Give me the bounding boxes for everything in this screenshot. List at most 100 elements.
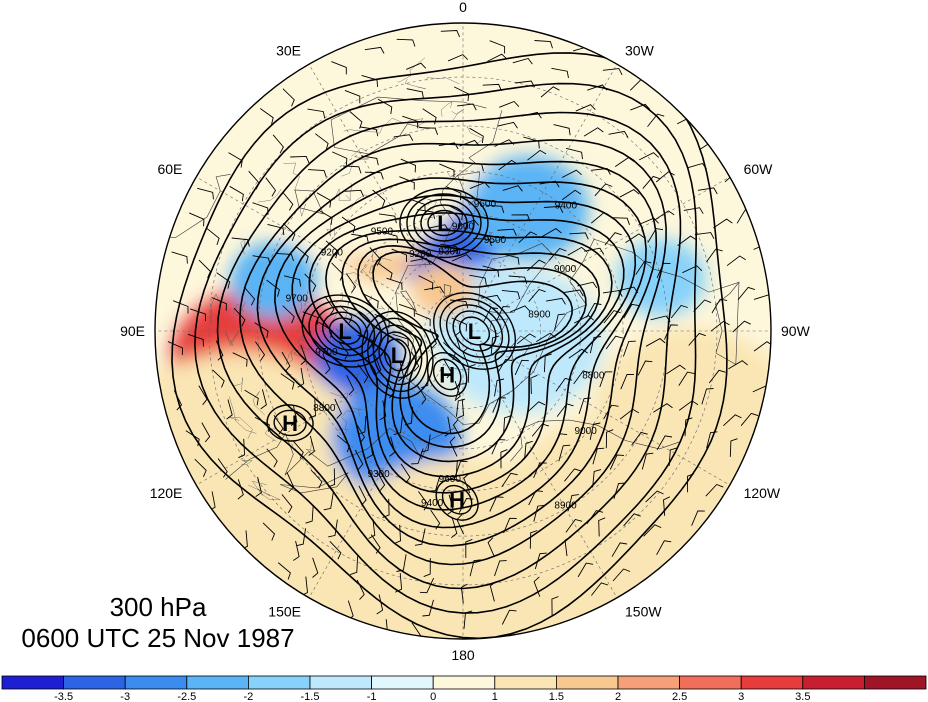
wind-barb-336 bbox=[568, 348, 588, 359]
colorbar-swatch bbox=[432, 675, 496, 690]
pressure-level-title: 300 hPa bbox=[109, 592, 207, 622]
wind-barb-187 bbox=[670, 304, 688, 319]
longitude-label: 90W bbox=[781, 323, 811, 339]
wind-barb-211 bbox=[323, 492, 334, 511]
wind-barb-370 bbox=[494, 378, 505, 397]
wind-barb-70 bbox=[361, 74, 379, 87]
colorbar-tick-label: -2 bbox=[244, 691, 254, 702]
wind-barb-266 bbox=[439, 163, 455, 178]
wind-barb-193 bbox=[565, 147, 583, 160]
contour-label: 9200 bbox=[409, 249, 432, 260]
wind-barb-86 bbox=[312, 557, 319, 578]
contour-label: 8900 bbox=[528, 310, 551, 321]
wind-barb-403 bbox=[451, 317, 467, 332]
wind-barb-81 bbox=[201, 422, 211, 443]
colorbar-tick-label: -1 bbox=[367, 691, 377, 702]
wind-barb-227 bbox=[611, 217, 630, 225]
wind-barb-293 bbox=[502, 185, 523, 192]
wind-barb-282 bbox=[500, 449, 508, 469]
wind-barb-136 bbox=[487, 537, 495, 558]
border-56 bbox=[210, 293, 222, 323]
wind-barb-330 bbox=[410, 448, 424, 465]
wind-barb-47 bbox=[533, 576, 541, 597]
wind-barb-180 bbox=[567, 494, 579, 512]
wind-barb-1 bbox=[501, 609, 517, 625]
anomaly-blob-6 bbox=[230, 242, 318, 319]
wind-barb-246 bbox=[358, 485, 367, 506]
border-15 bbox=[257, 188, 282, 203]
colorbar-swatch bbox=[556, 675, 619, 690]
wind-barb-397 bbox=[481, 294, 502, 302]
wind-barb-45 bbox=[460, 583, 468, 604]
contour-label: 9500 bbox=[484, 235, 507, 246]
border-13 bbox=[318, 401, 325, 414]
colorbar-swatch bbox=[371, 675, 434, 690]
wind-barb-178 bbox=[503, 517, 517, 534]
wind-barb-7 bbox=[705, 483, 724, 497]
wind-barb-195 bbox=[497, 121, 518, 129]
colorbar: -3.5 -3 -2.5 -2 -1.5 -1 0 1 1.5 2 2.5 3 3.5 bbox=[1, 675, 927, 702]
wind-barb-63 bbox=[630, 103, 651, 111]
wind-barb-198 bbox=[393, 134, 414, 142]
colorbar-swatch bbox=[124, 675, 188, 690]
wind-barb-364 bbox=[374, 313, 390, 329]
longitude-label: 90E bbox=[120, 323, 145, 339]
wind-barb-354 bbox=[530, 374, 538, 395]
closed-contour-3-3 bbox=[315, 305, 376, 357]
wind-barb-257 bbox=[622, 340, 636, 357]
wind-barb-127 bbox=[238, 438, 246, 459]
colorbar-tick-label: 2 bbox=[615, 691, 621, 702]
wind-barb-74 bbox=[248, 170, 260, 190]
height-contour-1 bbox=[194, 82, 698, 614]
wind-barb-273 bbox=[300, 344, 307, 365]
wind-barb-360 bbox=[473, 237, 492, 247]
wind-barb-322 bbox=[381, 231, 399, 244]
contour-label: 9400 bbox=[421, 498, 444, 509]
meridian-300 bbox=[469, 176, 730, 328]
wind-barb-78 bbox=[189, 308, 207, 322]
wind-barb-352 bbox=[455, 398, 466, 417]
wind-barb-206 bbox=[255, 341, 266, 361]
wind-barb-84 bbox=[262, 522, 276, 541]
wind-barb-334 bbox=[526, 401, 546, 413]
colorbar-tick-label: -1.5 bbox=[301, 691, 320, 702]
wind-barb-129 bbox=[281, 494, 293, 514]
wind-barb-388 bbox=[469, 274, 487, 285]
longitude-label: 120W bbox=[744, 485, 781, 501]
wind-barb-340 bbox=[518, 231, 538, 244]
closed-contour-0-3 bbox=[413, 198, 475, 248]
border-9 bbox=[285, 349, 294, 365]
high-center-label: H bbox=[449, 488, 465, 513]
wind-barb-5 bbox=[656, 540, 672, 556]
longitude-label: 30W bbox=[625, 42, 655, 58]
contour-label: 9500 bbox=[371, 226, 394, 237]
wind-barb-77 bbox=[198, 259, 211, 278]
wind-barb-338 bbox=[563, 289, 584, 297]
border-34 bbox=[233, 377, 243, 393]
wind-barb-121 bbox=[231, 237, 250, 247]
wind-barb-134 bbox=[419, 577, 435, 594]
wind-barb-394 bbox=[462, 346, 470, 368]
wind-barb-375 bbox=[482, 265, 500, 277]
wind-barb-89 bbox=[422, 599, 434, 617]
border-4 bbox=[241, 459, 253, 465]
high-center-label: H bbox=[439, 362, 455, 387]
wind-barb-29 bbox=[228, 152, 243, 168]
wind-barb-240 bbox=[282, 305, 295, 324]
wind-barb-249 bbox=[451, 517, 458, 539]
wind-barb-76 bbox=[206, 227, 220, 246]
wind-barb-311 bbox=[556, 403, 574, 417]
closed-contour-5-1 bbox=[273, 409, 307, 437]
contour-label: 9200 bbox=[321, 247, 344, 258]
wind-barb-203 bbox=[275, 252, 294, 262]
wind-barb-131 bbox=[329, 540, 342, 560]
wind-barb-267 bbox=[399, 176, 415, 190]
wind-barb-184 bbox=[653, 403, 673, 413]
wind-barb-85 bbox=[293, 540, 300, 561]
wind-barb-161 bbox=[308, 169, 327, 178]
wind-barb-265 bbox=[465, 162, 484, 172]
contour-label: 8800 bbox=[313, 403, 336, 414]
longitude-label: 0 bbox=[459, 0, 467, 15]
height-contour-5 bbox=[274, 177, 647, 529]
wind-barb-87 bbox=[356, 579, 365, 600]
